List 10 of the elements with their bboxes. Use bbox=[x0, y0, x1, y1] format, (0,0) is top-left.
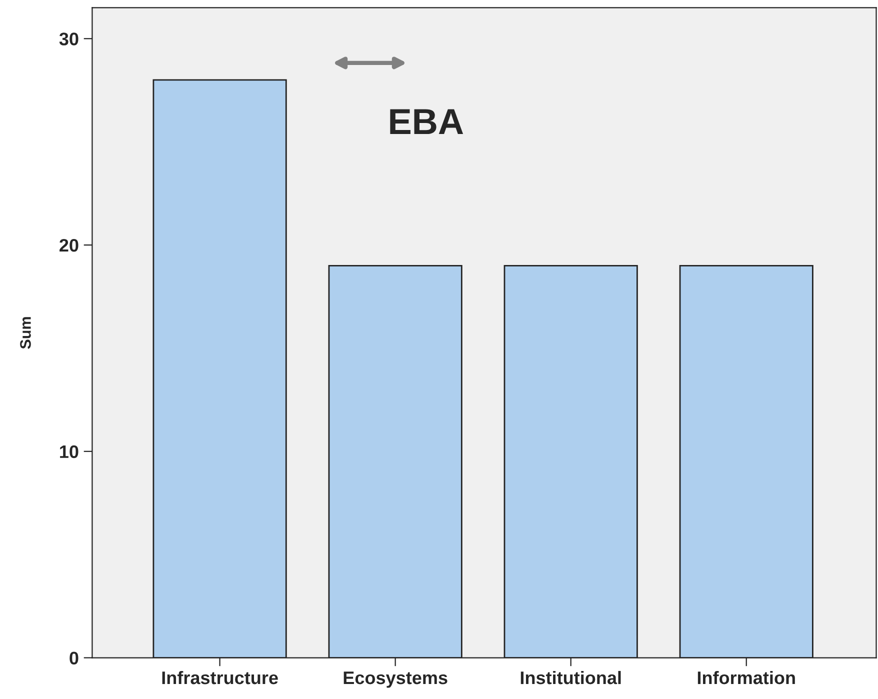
y-tick-label: 20 bbox=[60, 238, 78, 252]
y-tick-label: 10 bbox=[60, 445, 78, 458]
x-tick-label: Institutional bbox=[520, 670, 621, 684]
x-tick-label: Infrastructure bbox=[162, 670, 278, 684]
y-axis-title: Sum bbox=[20, 317, 31, 349]
y-tick-label: 0 bbox=[70, 652, 78, 664]
x-tick-label: Ecosystems bbox=[344, 672, 448, 688]
x-tick-label: Information bbox=[698, 670, 795, 684]
annotation: EBA bbox=[390, 109, 464, 134]
y-tick-label: 30 bbox=[59, 32, 78, 46]
